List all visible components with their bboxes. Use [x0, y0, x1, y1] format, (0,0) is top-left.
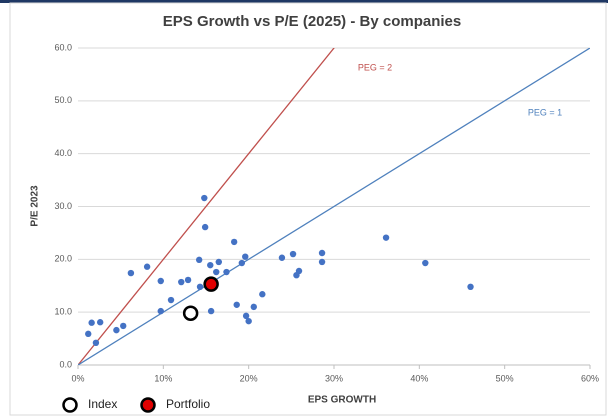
point [157, 277, 164, 285]
point [127, 269, 135, 277]
x-tick-label: 20% [240, 373, 258, 383]
point [157, 307, 164, 315]
point [195, 256, 203, 264]
x-tick-label: 60% [581, 373, 599, 383]
point [184, 276, 192, 284]
point [120, 322, 127, 330]
point [196, 283, 204, 291]
point [88, 319, 95, 326]
point [92, 339, 100, 347]
point [318, 249, 326, 257]
peg-label: PEG = 2 [358, 62, 392, 72]
point [233, 301, 240, 308]
point [213, 268, 220, 276]
point [467, 283, 474, 291]
highlight-point [203, 276, 219, 292]
point [382, 234, 390, 241]
point [167, 296, 175, 304]
point [223, 268, 230, 276]
point [201, 223, 209, 231]
x-tick-label: 10% [154, 373, 172, 383]
point [85, 330, 92, 338]
highlight-point [182, 305, 199, 321]
point [242, 253, 249, 260]
x-tick-label: 30% [325, 373, 343, 383]
y-tick-label: 20.0 [54, 254, 72, 264]
y-axis-title: P/E 2023 [30, 185, 41, 227]
point [143, 263, 151, 270]
legend-label: Index [88, 397, 117, 411]
peg-line [78, 48, 335, 365]
y-tick-label: 30.0 [54, 201, 72, 211]
point [242, 312, 250, 320]
point [295, 267, 303, 275]
point [230, 238, 238, 246]
point [318, 258, 326, 266]
point [96, 319, 104, 326]
point [259, 291, 266, 298]
point [238, 259, 246, 267]
x-tick-label: 50% [496, 373, 514, 383]
point [422, 259, 429, 267]
point [278, 254, 286, 261]
point [207, 261, 214, 269]
point [207, 307, 215, 315]
point [178, 278, 185, 286]
y-tick-label: 0.0 [59, 359, 72, 369]
point [250, 303, 257, 311]
chart-frame [9, 2, 607, 416]
legend-marker [140, 397, 156, 413]
y-tick-label: 60.0 [54, 42, 72, 52]
point [201, 194, 208, 202]
y-tick-label: 50.0 [54, 95, 72, 105]
y-tick-label: 10.0 [54, 307, 72, 317]
chart-title: EPS Growth vs P/E (2025) - By companies [163, 13, 461, 30]
point [289, 250, 297, 258]
legend-marker [62, 397, 78, 413]
top-border [0, 0, 608, 3]
peg-label: PEG = 1 [528, 107, 562, 117]
x-axis-title: EPS GROWTH [308, 395, 376, 406]
x-tick-label: 40% [410, 373, 428, 383]
y-tick-label: 40.0 [54, 148, 72, 158]
point [113, 326, 120, 334]
point [245, 317, 252, 325]
x-tick-label: 0% [71, 373, 84, 383]
point [215, 258, 222, 266]
legend-label: Portfolio [166, 397, 210, 411]
